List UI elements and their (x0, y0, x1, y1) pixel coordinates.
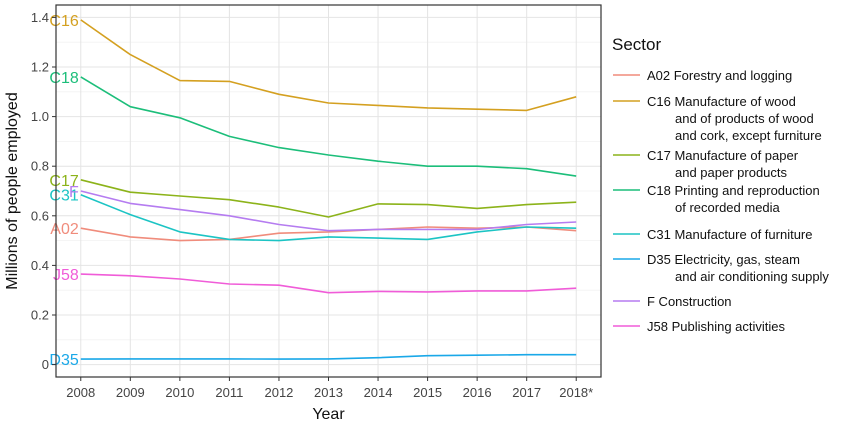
y-tick-label: 0 (42, 357, 49, 372)
line-label-c31: C31 (49, 188, 78, 205)
y-tick-label: 0.2 (31, 308, 49, 323)
y-tick-label: 1.0 (31, 109, 49, 124)
y-tick-label: 1.4 (31, 10, 49, 25)
legend-label-c16: C16 Manufacture of wood (647, 94, 796, 109)
series-line-c18 (80, 76, 577, 177)
x-tick-label: 2008 (66, 385, 95, 400)
line-label-f: F (69, 184, 79, 201)
grid-lines (56, 5, 601, 377)
legend-label-c18: C18 Printing and reproduction (647, 183, 820, 198)
legend: A02 Forestry and logging C16 Manufacture … (613, 68, 829, 334)
legend-label-c17: and paper products (675, 165, 788, 180)
x-tick-label: 2012 (264, 385, 293, 400)
line-label-d35: D35 (49, 352, 78, 369)
x-tick-label: 2015 (413, 385, 442, 400)
x-tick-label: 2010 (165, 385, 194, 400)
y-tick-label: 1.2 (31, 60, 49, 75)
legend-label-c18: of recorded media (675, 200, 781, 215)
x-tick-label: 2013 (314, 385, 343, 400)
legend-label-c16: and cork, except furniture (675, 128, 822, 143)
legend-label-c17: C17 Manufacture of paper (647, 148, 799, 163)
x-tick-label: 2017 (512, 385, 541, 400)
legend-label-c16: and of products of wood (675, 111, 814, 126)
x-tick-label: 2018* (559, 385, 593, 400)
line-label-c16: C16 (49, 13, 78, 30)
x-tick-label: 2009 (116, 385, 145, 400)
y-axis-ticks: 0 0.2 0.4 0.6 0.8 1.0 1.2 1.4 (31, 10, 56, 372)
legend-label-f: F Construction (647, 294, 732, 309)
x-tick-label: 2014 (364, 385, 393, 400)
line-label-c18: C18 (49, 70, 78, 87)
legend-label-c31: C31 Manufacture of furniture (647, 227, 812, 242)
line-label-a02: A02 (50, 221, 79, 238)
line-label-c17: C17 (49, 173, 78, 190)
y-tick-label: 0.6 (31, 208, 49, 223)
series-line-c31 (80, 193, 577, 242)
x-tick-label: 2011 (215, 385, 243, 400)
series-line-j58 (80, 273, 577, 294)
series-line-d35 (80, 353, 577, 360)
series-line-c16 (80, 19, 577, 112)
series-line-c17 (80, 179, 577, 218)
x-tick-label: 2016 (463, 385, 492, 400)
y-tick-label: 0.4 (31, 258, 49, 273)
legend-label-d35: and air conditioning supply (675, 269, 829, 284)
y-tick-label: 0.8 (31, 159, 49, 174)
series-lines (80, 19, 577, 360)
x-axis-title: Year (312, 406, 345, 423)
line-end-labels: A02 C16 C17 C18 C31 D35 F J58 (49, 13, 79, 369)
line-label-j58: J58 (53, 267, 79, 284)
y-axis-title: Millions of people employed (4, 92, 21, 289)
legend-label-j58: J58 Publishing activities (647, 319, 786, 334)
legend-label-a02: A02 Forestry and logging (647, 68, 792, 83)
series-line-f (80, 190, 577, 232)
x-axis-ticks: 2008 2009 2010 2011 2012 2013 2014 2015 2016 2017… (66, 377, 593, 400)
legend-label-d35: D35 Electricity, gas, steam (647, 252, 800, 267)
legend-title: Sector (612, 35, 661, 54)
